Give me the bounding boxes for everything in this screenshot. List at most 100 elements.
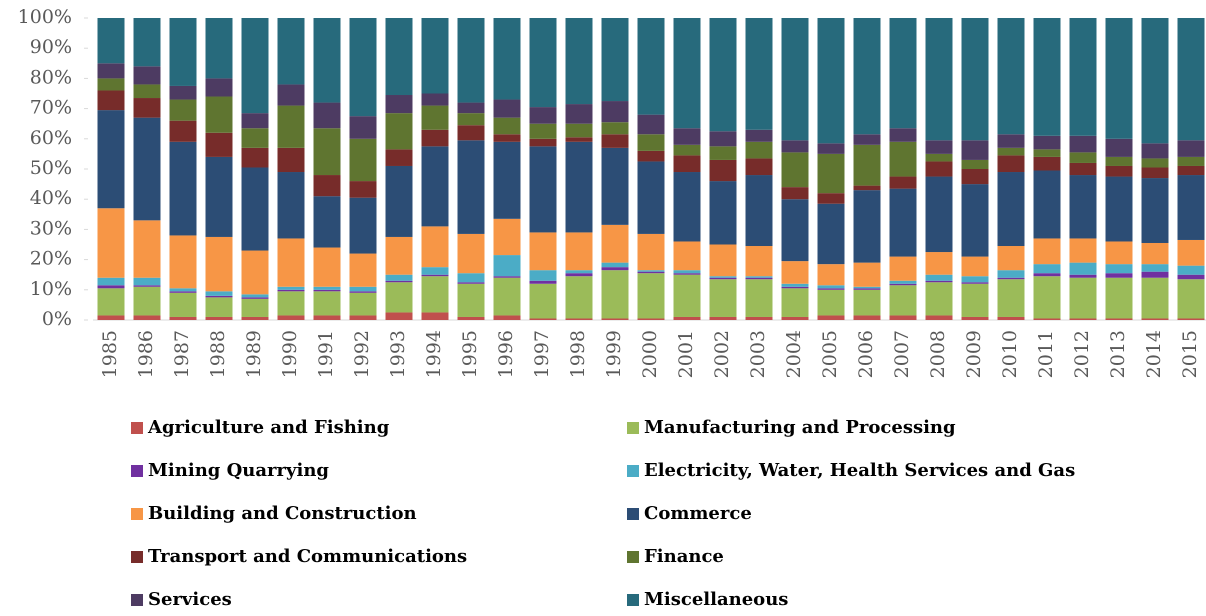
bar-segment bbox=[529, 232, 557, 271]
bar-segment bbox=[637, 273, 665, 319]
bar-segment bbox=[421, 276, 449, 313]
bar-segment bbox=[457, 102, 485, 114]
bar-segment bbox=[277, 315, 305, 320]
bar-segment bbox=[421, 274, 449, 277]
bar-segment bbox=[961, 283, 989, 317]
bar-segment bbox=[601, 122, 629, 135]
y-tick-label: 30% bbox=[30, 217, 72, 239]
bar-segment bbox=[1177, 156, 1205, 166]
bar-segment bbox=[997, 270, 1025, 278]
x-tick-label: 1998 bbox=[567, 330, 589, 378]
bar-segment bbox=[1069, 274, 1097, 278]
y-tick-label: 10% bbox=[30, 278, 72, 300]
x-tick-label: 2009 bbox=[963, 330, 985, 378]
bar-segment bbox=[313, 18, 341, 103]
bar-segment bbox=[781, 152, 809, 188]
bar-segment bbox=[637, 318, 665, 320]
bar-segment bbox=[349, 116, 377, 139]
bar-segment bbox=[601, 262, 629, 268]
bar-segment bbox=[1033, 156, 1061, 171]
bar-segment bbox=[961, 256, 989, 277]
bar-segment bbox=[1105, 318, 1133, 320]
bar-segment bbox=[421, 18, 449, 94]
bar-segment bbox=[601, 147, 629, 225]
x-tick-label: 1988 bbox=[207, 330, 229, 378]
bar-segment bbox=[709, 18, 737, 132]
bar-segment bbox=[565, 137, 593, 142]
legend-marker bbox=[131, 465, 143, 477]
bar-segment bbox=[853, 288, 881, 290]
bar-segment bbox=[493, 99, 521, 118]
bar-segment bbox=[385, 18, 413, 96]
bar-segment bbox=[205, 297, 233, 317]
x-tick-label: 1987 bbox=[171, 330, 193, 378]
bar-segment bbox=[925, 140, 953, 154]
bar-segment bbox=[1105, 138, 1133, 157]
bar-segment bbox=[493, 117, 521, 135]
bar-segment bbox=[745, 316, 773, 320]
x-tick-label: 2012 bbox=[1071, 330, 1093, 378]
bar-segment bbox=[349, 181, 377, 198]
bar-segment bbox=[709, 159, 737, 182]
bar-segment bbox=[637, 271, 665, 274]
bar-segment bbox=[457, 113, 485, 126]
bar-segment bbox=[493, 134, 521, 142]
bar-segment bbox=[889, 280, 917, 284]
bar-segment bbox=[1177, 18, 1205, 141]
y-tick-label: 20% bbox=[30, 248, 72, 270]
x-tick-label: 2005 bbox=[819, 330, 841, 378]
bar-segment bbox=[1141, 264, 1169, 272]
bar-segment bbox=[385, 113, 413, 150]
bar-segment bbox=[97, 208, 125, 278]
bar-segment bbox=[673, 274, 701, 317]
bar-segment bbox=[169, 99, 197, 121]
bar-segment bbox=[637, 18, 665, 115]
bar-segment bbox=[205, 18, 233, 79]
legend-marker bbox=[131, 508, 143, 520]
bar-segment bbox=[1069, 238, 1097, 263]
bar-segment bbox=[385, 95, 413, 114]
bar-segment bbox=[889, 256, 917, 281]
x-tick-label: 2013 bbox=[1107, 330, 1129, 378]
bar-segment bbox=[565, 273, 593, 277]
bar-segment bbox=[349, 292, 377, 316]
bar-segment bbox=[1177, 279, 1205, 319]
bar-segment bbox=[961, 276, 989, 283]
bar-segment bbox=[133, 285, 161, 287]
bar-segment bbox=[745, 277, 773, 280]
bar-segment bbox=[241, 294, 269, 298]
bar-segment bbox=[781, 187, 809, 200]
bar-segment bbox=[133, 66, 161, 85]
bar-segment bbox=[745, 18, 773, 130]
bar-segment bbox=[745, 158, 773, 176]
bar-segment bbox=[241, 167, 269, 251]
bar-segment bbox=[349, 197, 377, 254]
x-tick-label: 2004 bbox=[783, 330, 805, 378]
x-tick-label: 1995 bbox=[459, 330, 481, 378]
bar-segment bbox=[421, 312, 449, 320]
bar-segment bbox=[853, 134, 881, 145]
bar-segment bbox=[205, 295, 233, 298]
bar-segment bbox=[673, 18, 701, 129]
bar-segment bbox=[313, 315, 341, 320]
bar-segment bbox=[313, 291, 341, 316]
legend-label: Manufacturing and Processing bbox=[644, 417, 956, 438]
bar-segment bbox=[853, 289, 881, 316]
bar-segment bbox=[97, 18, 125, 64]
bar-segment bbox=[565, 232, 593, 271]
bar-segment bbox=[385, 312, 413, 320]
bar-segment bbox=[349, 291, 377, 293]
bar-segment bbox=[1177, 318, 1205, 320]
bar-segment bbox=[709, 279, 737, 317]
bar-segment bbox=[1105, 156, 1133, 166]
bar-segment bbox=[241, 147, 269, 168]
bar-segment bbox=[565, 318, 593, 320]
bar-segment bbox=[601, 18, 629, 102]
bar-segment bbox=[529, 280, 557, 284]
bar-segment bbox=[781, 261, 809, 284]
bar-segment bbox=[889, 18, 917, 129]
x-tick-label: 1985 bbox=[99, 330, 121, 378]
bar-segment bbox=[997, 316, 1025, 320]
bar-segment bbox=[97, 110, 125, 209]
